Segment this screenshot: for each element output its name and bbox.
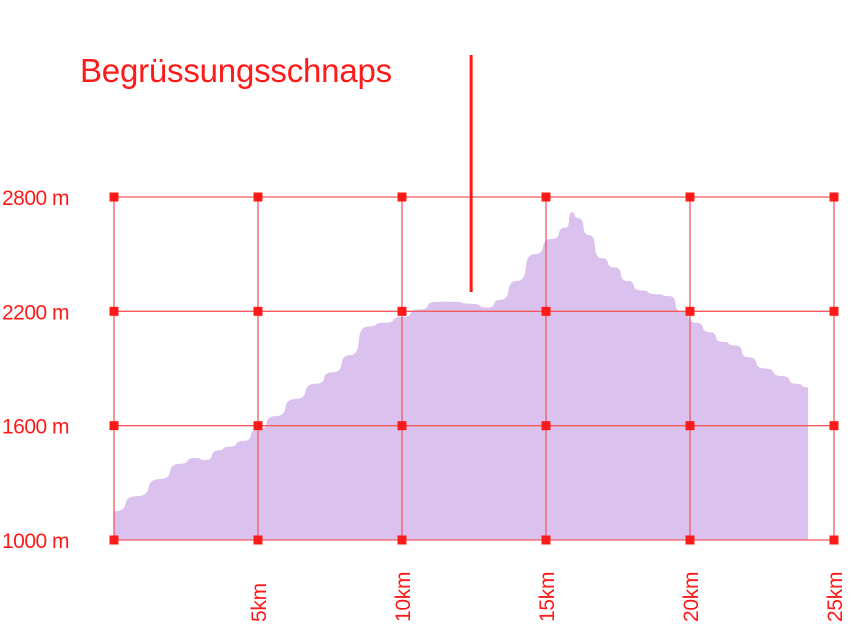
grid-marker-square bbox=[829, 306, 839, 316]
y-axis-labels: 1000 m 1600 m 2200 m 2800 m bbox=[2, 187, 70, 553]
grid-marker-square bbox=[109, 535, 119, 545]
y-tick-label: 2800 m bbox=[2, 187, 69, 210]
grid-marker-square bbox=[685, 421, 695, 431]
grid-marker-square bbox=[829, 535, 839, 545]
x-tick-label: 10km bbox=[392, 572, 415, 622]
grid-marker-square bbox=[685, 192, 695, 202]
grid-marker-square bbox=[397, 421, 407, 431]
y-tick-label: 1000 m bbox=[2, 530, 69, 553]
x-tick-label: 25km bbox=[824, 572, 847, 622]
grid-marker-square bbox=[109, 306, 119, 316]
annotation: Begrüssungsschnaps bbox=[80, 52, 473, 292]
grid-marker-square bbox=[397, 192, 407, 202]
grid-marker-square bbox=[253, 306, 263, 316]
elevation-area bbox=[114, 212, 809, 540]
grid-marker-square bbox=[397, 535, 407, 545]
grid-marker-square bbox=[253, 535, 263, 545]
grid-marker-square bbox=[109, 421, 119, 431]
y-tick-label: 1600 m bbox=[2, 416, 69, 439]
grid-marker-square bbox=[253, 192, 263, 202]
x-tick-label: 15km bbox=[536, 572, 559, 622]
grid-marker-square bbox=[685, 306, 695, 316]
grid-marker-square bbox=[253, 421, 263, 431]
grid bbox=[113, 196, 835, 541]
x-tick-label: 20km bbox=[680, 572, 703, 622]
grid-marker-square bbox=[829, 192, 839, 202]
grid-marker-square bbox=[397, 306, 407, 316]
y-tick-label: 2200 m bbox=[2, 301, 69, 324]
x-axis-labels: 5km 10km 15km 20km 25km bbox=[248, 572, 847, 622]
grid-marker-square bbox=[541, 192, 551, 202]
x-tick-label: 5km bbox=[248, 583, 271, 622]
grid-marker-square bbox=[541, 535, 551, 545]
grid-marker-square bbox=[541, 306, 551, 316]
elevation-area-path bbox=[114, 212, 809, 540]
grid-markers bbox=[109, 192, 839, 545]
grid-marker-square bbox=[109, 192, 119, 202]
annotation-label: Begrüssungsschnaps bbox=[80, 52, 392, 89]
grid-marker-square bbox=[829, 421, 839, 431]
grid-marker-square bbox=[685, 535, 695, 545]
grid-marker-square bbox=[541, 421, 551, 431]
